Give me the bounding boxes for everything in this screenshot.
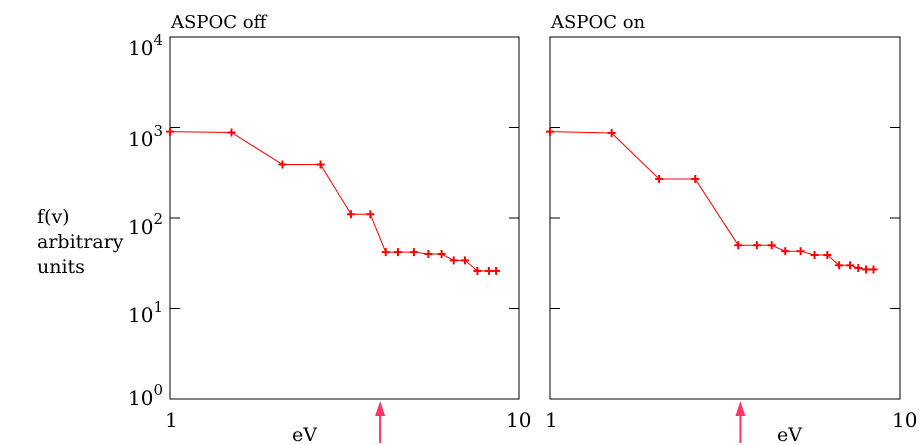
x-tick-label: 10: [506, 408, 531, 432]
data-point: [846, 261, 855, 270]
data-point: [492, 266, 501, 275]
data-point: [381, 248, 390, 257]
data-point: [473, 266, 482, 275]
y-tick-label: 103: [128, 122, 163, 151]
data-point: [823, 251, 832, 260]
data-point: [546, 127, 554, 136]
data-point: [734, 241, 743, 250]
y-tick-label: 104: [128, 31, 163, 60]
data-point: [796, 247, 805, 256]
y-tick-label: 102: [128, 210, 163, 239]
data-point: [393, 248, 402, 257]
arrow-marker: [735, 401, 746, 443]
data-point: [424, 250, 433, 259]
data-point: [862, 265, 871, 274]
y-axis-label-line: arbitrary: [37, 231, 124, 253]
data-point: [449, 256, 458, 265]
data-point: [316, 160, 325, 169]
y-axis-label-line: f(v): [37, 206, 70, 228]
data-point: [366, 210, 375, 219]
x-tick-label: 1: [165, 408, 178, 432]
data-point: [409, 248, 418, 257]
y-axis-label: f(v) arbitrary units: [37, 206, 124, 278]
x-tick-label: 1: [545, 408, 558, 432]
y-tick-labels: 104 103 102 101 100: [128, 31, 163, 410]
plot-frame: [549, 36, 901, 400]
panel-aspoc-on: ASPOC on 1 10 eV: [545, 12, 917, 445]
x-axis-label: eV: [777, 424, 802, 445]
panel-title: ASPOC on: [550, 12, 646, 33]
data-point: [227, 128, 236, 137]
data-point: [810, 251, 819, 260]
panel-title: ASPOC off: [170, 12, 268, 33]
panel-aspoc-off: ASPOC off 104 103 102 101 100 1 10 eV: [128, 12, 531, 445]
axis-ticks: [170, 127, 519, 309]
data-point: [869, 265, 878, 274]
data-point: [691, 174, 700, 183]
data-point: [460, 256, 469, 265]
data-point: [484, 266, 493, 275]
axis-ticks: [550, 127, 900, 309]
data-point: [781, 247, 790, 256]
data-point: [752, 241, 761, 250]
series-line: [549, 131, 874, 270]
data-point: [437, 250, 446, 259]
plot-frame: [169, 36, 520, 400]
data-point: [278, 160, 287, 169]
data-point: [166, 127, 174, 136]
data-point: [655, 174, 664, 183]
data-point: [346, 210, 355, 219]
data-point: [854, 264, 863, 273]
y-axis-label-line: units: [37, 256, 85, 278]
arrow-marker: [375, 401, 386, 443]
data-point: [767, 241, 776, 250]
y-tick-label: 101: [128, 298, 163, 327]
y-tick-label: 100: [128, 381, 163, 410]
series-line: [169, 131, 497, 272]
x-axis-label: eV: [292, 424, 317, 445]
data-point: [835, 261, 844, 270]
data-point: [607, 128, 616, 137]
x-tick-label: 10: [892, 408, 917, 432]
